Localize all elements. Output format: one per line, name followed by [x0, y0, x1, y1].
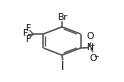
Text: +: + — [90, 43, 95, 49]
Text: −: − — [93, 54, 99, 60]
Text: N: N — [86, 43, 93, 52]
Text: F: F — [22, 29, 27, 38]
Text: F: F — [25, 24, 31, 33]
Text: O: O — [87, 32, 94, 41]
Text: I: I — [61, 60, 64, 73]
Text: O: O — [89, 54, 96, 63]
Text: F: F — [25, 35, 31, 44]
Text: Br: Br — [57, 13, 67, 22]
